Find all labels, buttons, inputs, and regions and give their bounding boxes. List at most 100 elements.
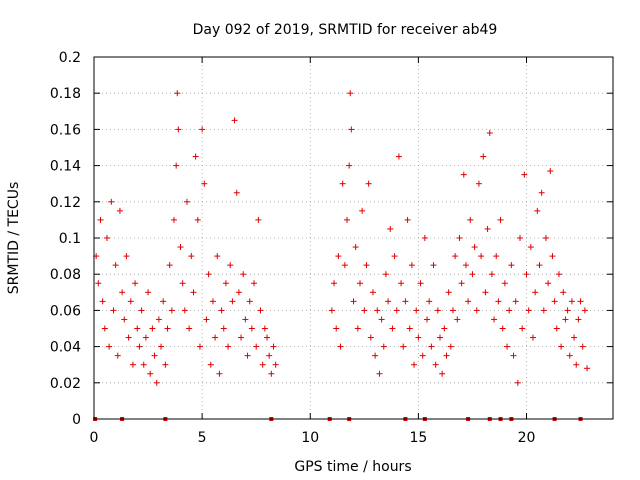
data-point bbox=[521, 171, 528, 178]
data-point bbox=[447, 343, 454, 350]
data-point bbox=[389, 325, 396, 332]
data-point bbox=[421, 235, 428, 241]
data-point bbox=[192, 153, 199, 160]
data-point bbox=[333, 325, 340, 332]
data-point bbox=[110, 307, 117, 314]
data-point bbox=[471, 244, 478, 251]
axis-ticks bbox=[93, 56, 613, 420]
data-point bbox=[395, 153, 402, 160]
data-point bbox=[523, 271, 530, 278]
data-point bbox=[488, 271, 495, 278]
data-point bbox=[482, 289, 489, 296]
data-point bbox=[356, 280, 363, 287]
data-point bbox=[121, 316, 128, 323]
data-point bbox=[344, 216, 351, 223]
data-point bbox=[341, 262, 348, 269]
data-point bbox=[465, 298, 472, 305]
data-point bbox=[361, 307, 368, 314]
x-tick-label: 0 bbox=[90, 430, 99, 446]
data-point bbox=[101, 325, 108, 332]
data-point bbox=[220, 325, 227, 332]
data-point bbox=[95, 280, 102, 287]
data-point bbox=[560, 289, 567, 296]
data-point bbox=[233, 189, 240, 196]
data-point bbox=[164, 325, 171, 332]
data-point bbox=[475, 180, 482, 187]
data-point bbox=[369, 289, 376, 296]
data-point bbox=[469, 271, 476, 278]
data-point bbox=[391, 253, 398, 260]
data-point bbox=[190, 289, 197, 296]
data-point bbox=[393, 307, 400, 314]
data-point bbox=[428, 343, 435, 350]
data-point bbox=[527, 244, 534, 251]
data-point bbox=[145, 289, 152, 296]
data-point bbox=[413, 307, 420, 314]
data-point bbox=[132, 280, 139, 287]
data-point bbox=[400, 343, 407, 350]
data-point bbox=[328, 307, 335, 314]
data-point bbox=[514, 379, 521, 386]
data-point bbox=[398, 280, 405, 287]
data-point bbox=[547, 168, 554, 175]
data-point bbox=[367, 334, 374, 341]
data-point bbox=[519, 325, 526, 332]
data-point bbox=[201, 180, 208, 187]
data-point bbox=[354, 325, 361, 332]
data-point bbox=[495, 298, 502, 305]
data-point bbox=[581, 307, 588, 314]
data-point bbox=[443, 352, 450, 359]
data-point bbox=[534, 207, 541, 214]
data-point bbox=[380, 343, 387, 350]
data-point bbox=[272, 361, 279, 368]
data-point bbox=[151, 352, 158, 359]
data-point bbox=[454, 316, 461, 323]
data-point bbox=[108, 198, 115, 205]
data-point bbox=[460, 171, 467, 178]
data-point bbox=[181, 307, 188, 314]
data-point bbox=[242, 316, 249, 323]
data-point bbox=[259, 361, 266, 368]
data-point bbox=[337, 343, 344, 350]
data-point bbox=[227, 262, 234, 269]
data-point bbox=[147, 370, 154, 377]
data-point bbox=[251, 280, 258, 287]
data-point bbox=[484, 225, 491, 232]
y-axis-label: SRMTID / TECUs bbox=[6, 182, 22, 295]
data-point bbox=[430, 262, 437, 269]
data-point bbox=[553, 325, 560, 332]
data-point bbox=[347, 90, 354, 97]
data-point bbox=[411, 361, 418, 368]
y-tick-label: 0.02 bbox=[50, 376, 81, 392]
data-point bbox=[160, 298, 167, 305]
data-point bbox=[424, 316, 431, 323]
data-point bbox=[467, 216, 474, 223]
data-point bbox=[512, 298, 519, 305]
data-point bbox=[445, 289, 452, 296]
data-point bbox=[504, 343, 511, 350]
data-point bbox=[506, 307, 513, 314]
data-point bbox=[387, 225, 394, 232]
data-point bbox=[510, 352, 517, 359]
data-point bbox=[244, 352, 251, 359]
gridlines bbox=[94, 57, 613, 419]
y-tick-label: 0 bbox=[72, 412, 81, 428]
data-point bbox=[203, 316, 210, 323]
data-point bbox=[222, 280, 229, 287]
data-point bbox=[378, 316, 385, 323]
data-point bbox=[426, 298, 433, 305]
data-point bbox=[97, 216, 104, 223]
data-point bbox=[261, 325, 268, 332]
data-point bbox=[458, 280, 465, 287]
data-point bbox=[199, 126, 206, 133]
data-point bbox=[473, 307, 480, 314]
data-point bbox=[568, 298, 575, 305]
data-point bbox=[408, 262, 415, 269]
data-point bbox=[188, 253, 195, 260]
data-point bbox=[406, 325, 413, 332]
data-point bbox=[579, 343, 586, 350]
data-point bbox=[196, 343, 203, 350]
data-point bbox=[116, 207, 123, 214]
data-point bbox=[529, 334, 536, 341]
